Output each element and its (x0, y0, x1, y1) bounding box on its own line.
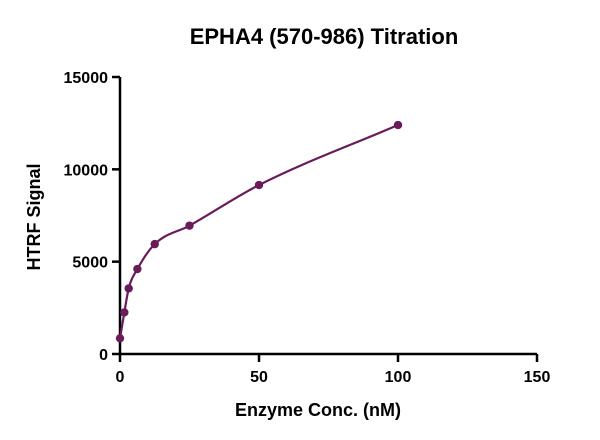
y-tick-label: 15000 (64, 70, 109, 87)
x-tick-label: 150 (524, 369, 551, 386)
y-tick-label: 10000 (64, 162, 109, 179)
fit-curve (118, 124, 399, 339)
axes: 0 50 100 150 0 5000 10000 15000 (64, 70, 551, 386)
data-point (254, 180, 264, 190)
x-tick-label: 100 (385, 369, 412, 386)
data-point (133, 264, 142, 274)
data-point (393, 120, 403, 130)
y-tick-label: 0 (99, 347, 108, 364)
y-tick-label: 5000 (72, 255, 108, 272)
x-tick-label: 0 (116, 369, 125, 386)
data-point (120, 308, 129, 317)
data-point (115, 334, 125, 343)
y-axis-label: HTRF Signal (24, 164, 44, 271)
x-axis-label: Enzyme Conc. (nM) (235, 400, 401, 420)
x-tick-label: 50 (250, 369, 268, 386)
data-point (185, 221, 194, 230)
fit-curve-layer (118, 124, 399, 339)
data-points-layer (115, 120, 403, 343)
chart-title: EPHA4 (570-986) Titration (190, 24, 459, 49)
data-point (124, 284, 133, 293)
data-point (150, 239, 159, 249)
